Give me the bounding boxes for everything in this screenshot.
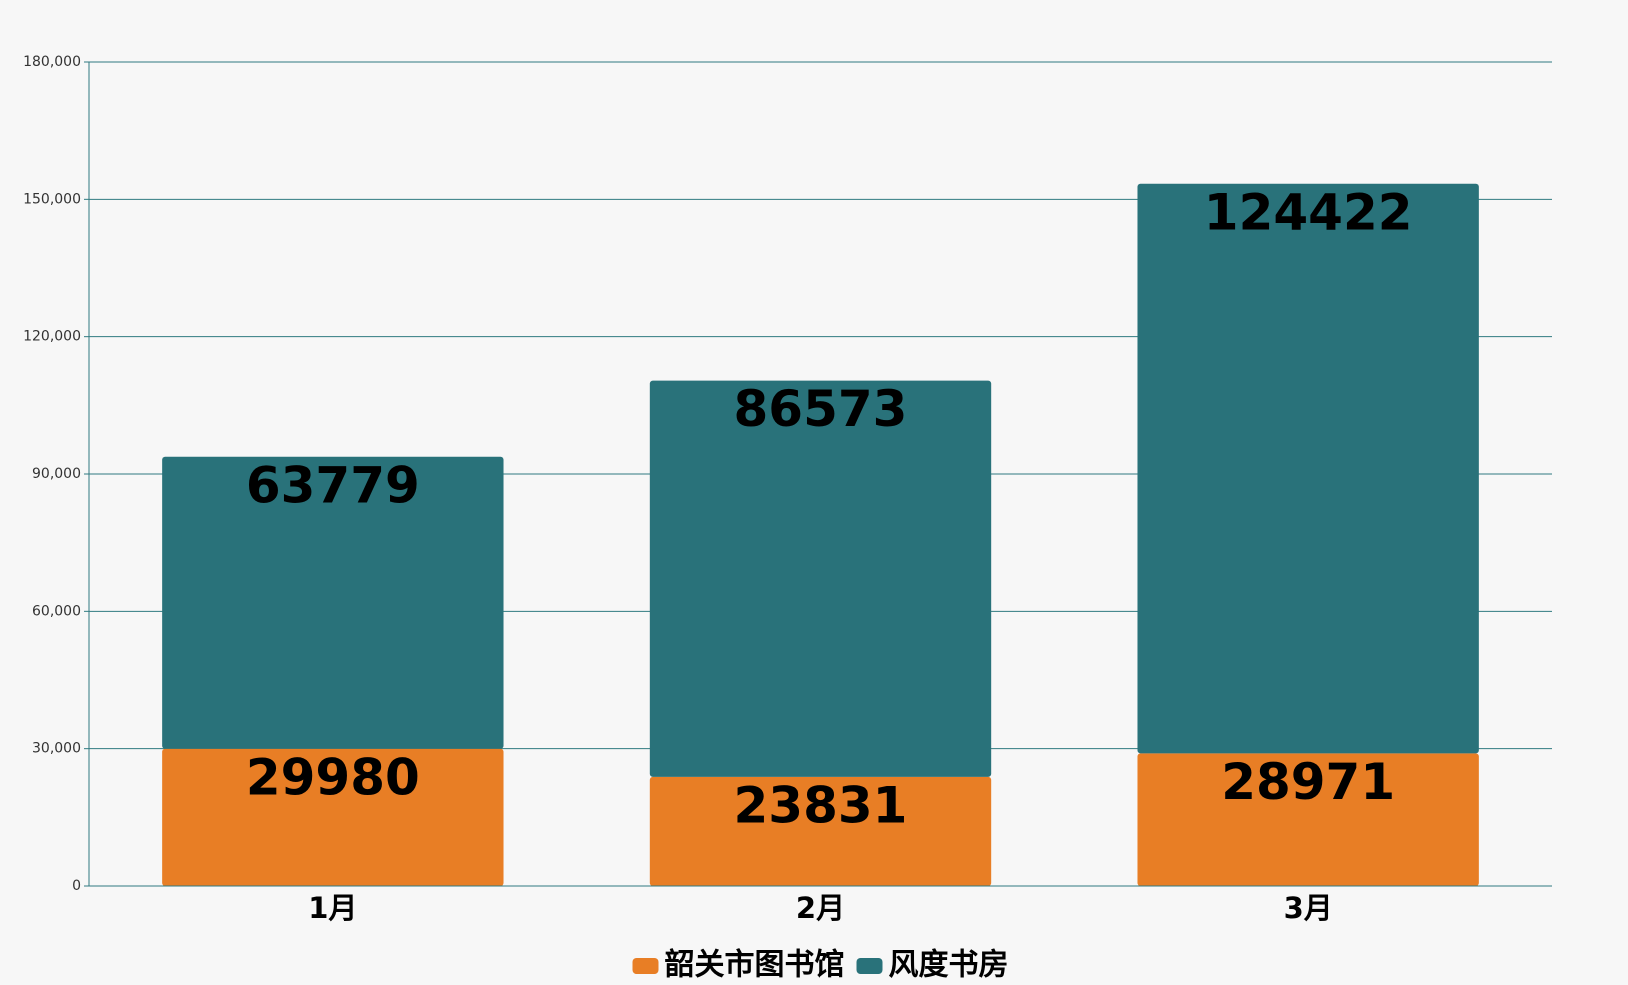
- legend-swatch: [856, 958, 883, 974]
- bar-segment: [1137, 183, 1479, 754]
- bar-segment: [162, 456, 504, 749]
- y-tick-label: 60,000: [32, 603, 81, 619]
- y-tick-label: 120,000: [23, 329, 81, 345]
- x-tick-label: 1月: [308, 891, 357, 925]
- data-label: 124422: [1204, 183, 1413, 241]
- data-label: 23831: [734, 776, 908, 834]
- legend-swatch: [632, 958, 659, 974]
- data-label: 28971: [1221, 753, 1395, 811]
- y-tick-label: 30,000: [32, 741, 81, 757]
- data-label: 63779: [246, 456, 420, 514]
- bar-segment: [1137, 753, 1479, 886]
- bar-segment: [162, 748, 504, 886]
- y-tick-label: 180,000: [23, 54, 81, 70]
- data-label: 29980: [246, 748, 420, 806]
- y-tick-label: 0: [72, 878, 81, 894]
- bar-segment: [649, 776, 992, 886]
- legend-label: 风度书房: [889, 948, 1009, 983]
- bar-segment: [649, 380, 992, 777]
- data-label: 86573: [734, 380, 908, 438]
- y-tick-label: 150,000: [23, 191, 81, 207]
- y-tick-label: 90,000: [32, 466, 81, 482]
- x-tick-label: 3月: [1284, 891, 1333, 925]
- x-tick-label: 2月: [796, 891, 845, 925]
- legend-label: 韶关市图书馆: [665, 948, 845, 983]
